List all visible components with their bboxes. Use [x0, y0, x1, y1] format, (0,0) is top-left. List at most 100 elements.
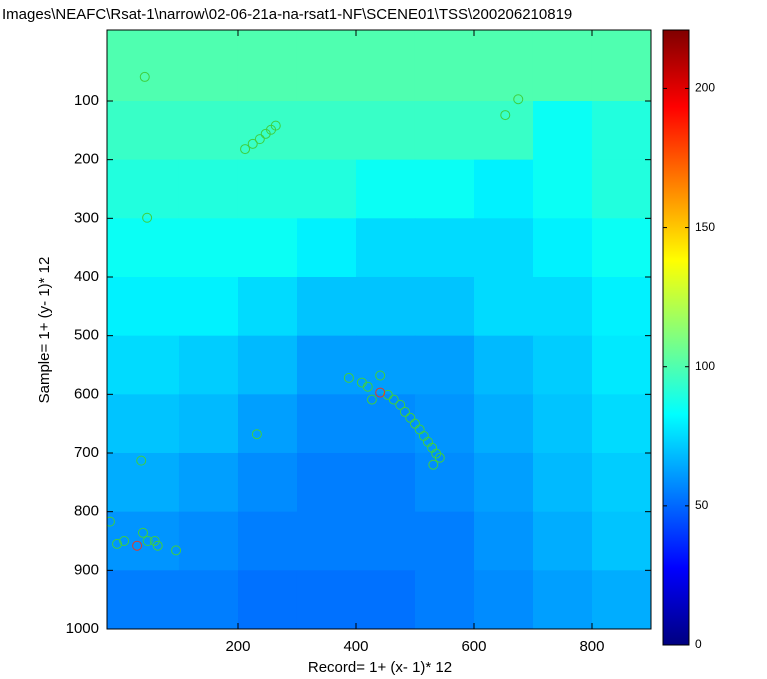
y-axis-label: Sample= 1+ (y- 1)* 12: [36, 257, 53, 404]
image-cell: [414, 335, 475, 395]
image-cell: [355, 452, 416, 513]
colorbar-tick-label: 200: [695, 81, 715, 95]
detection-marker: [366, 394, 377, 405]
detection-marker: [132, 540, 143, 551]
colorbar-tick-label: 150: [695, 220, 715, 234]
image-cell: [591, 276, 651, 337]
image-cell: [237, 100, 298, 161]
image-cell: [414, 570, 475, 629]
image-cell: [296, 511, 357, 571]
image-cell: [237, 30, 298, 102]
detection-marker: [513, 94, 524, 105]
image-cell: [237, 335, 298, 395]
y-tick-label: 300: [74, 209, 99, 226]
image-cell: [414, 452, 475, 513]
image-cell: [178, 570, 239, 629]
detection-marker: [119, 535, 130, 546]
detection-marker: [270, 120, 281, 131]
image-cell: [178, 159, 239, 219]
image-cell: [591, 159, 651, 219]
image-cell: [107, 394, 180, 454]
image-cell: [532, 335, 593, 395]
image-cell: [473, 218, 534, 278]
image-cell: [107, 218, 180, 278]
image-cell: [178, 218, 239, 278]
y-tick-label: 100: [74, 92, 99, 109]
image-cell: [591, 218, 651, 278]
image-cell: [473, 570, 534, 629]
image-cell: [532, 159, 593, 219]
image-cell: [178, 30, 239, 102]
detection-marker: [247, 138, 258, 149]
image-cell: [178, 452, 239, 513]
image-cell: [591, 511, 651, 571]
image-cell: [473, 335, 534, 395]
y-tick-label: 800: [74, 503, 99, 520]
image-cell: [178, 511, 239, 571]
image-cell: [473, 159, 534, 219]
image-cell: [355, 100, 416, 161]
image-cell: [178, 100, 239, 161]
image-cell: [296, 218, 357, 278]
image-cell: [296, 335, 357, 395]
image-cell: [237, 452, 298, 513]
image-cell: [107, 570, 180, 629]
colorbar-tick-label: 50: [695, 498, 709, 512]
image-cell: [532, 511, 593, 571]
image-cell: [237, 394, 298, 454]
colorbar-tick-label: 100: [695, 359, 715, 373]
image-cell: [355, 159, 416, 219]
colorbar: [662, 29, 690, 646]
image-cell: [178, 394, 239, 454]
image-cell: [591, 100, 651, 161]
chart-title: Images\NEAFC\Rsat-1\narrow\02-06-21a-na-…: [2, 6, 572, 23]
image-cell: [107, 30, 180, 102]
image-cell: [591, 570, 651, 629]
scatter-layer: [107, 71, 524, 556]
image-cell: [296, 452, 357, 513]
image-cell: [414, 276, 475, 337]
image-cell: [414, 394, 475, 454]
image-cell: [532, 452, 593, 513]
image-cell: [532, 570, 593, 629]
x-axis-label: Record= 1+ (x- 1)* 12: [308, 659, 452, 676]
image-cell: [532, 276, 593, 337]
detection-marker: [136, 455, 147, 466]
detection-marker: [362, 381, 373, 392]
image-cell: [532, 30, 593, 102]
y-tick-label: 400: [74, 268, 99, 285]
image-cell: [355, 218, 416, 278]
y-tick-label: 600: [74, 385, 99, 402]
detection-marker: [152, 540, 163, 551]
detection-marker: [428, 459, 439, 470]
detection-marker: [240, 144, 251, 155]
image-cell: [296, 159, 357, 219]
image-cell: [237, 159, 298, 219]
x-tick-label: 200: [225, 638, 250, 655]
y-tick-label: 900: [74, 561, 99, 578]
image-cell: [107, 335, 180, 395]
detection-marker: [251, 429, 262, 440]
detection-marker: [434, 452, 445, 463]
image-cell: [296, 100, 357, 161]
image-cell: [107, 276, 180, 337]
image-layer: [107, 30, 651, 629]
image-cell: [237, 570, 298, 629]
detection-marker: [388, 394, 399, 405]
image-cell: [107, 159, 180, 219]
y-tick-label: 1000: [66, 620, 99, 637]
image-cell: [473, 30, 534, 102]
image-cell: [473, 452, 534, 513]
image-cell: [237, 218, 298, 278]
x-tick-label: 600: [461, 638, 486, 655]
image-cell: [296, 30, 357, 102]
image-cell: [355, 276, 416, 337]
y-tick-label: 200: [74, 151, 99, 168]
image-cell: [591, 452, 651, 513]
y-tick-label: 500: [74, 327, 99, 344]
detection-marker: [254, 134, 265, 145]
image-cell: [473, 394, 534, 454]
image-cell: [355, 30, 416, 102]
image-cell: [178, 276, 239, 337]
